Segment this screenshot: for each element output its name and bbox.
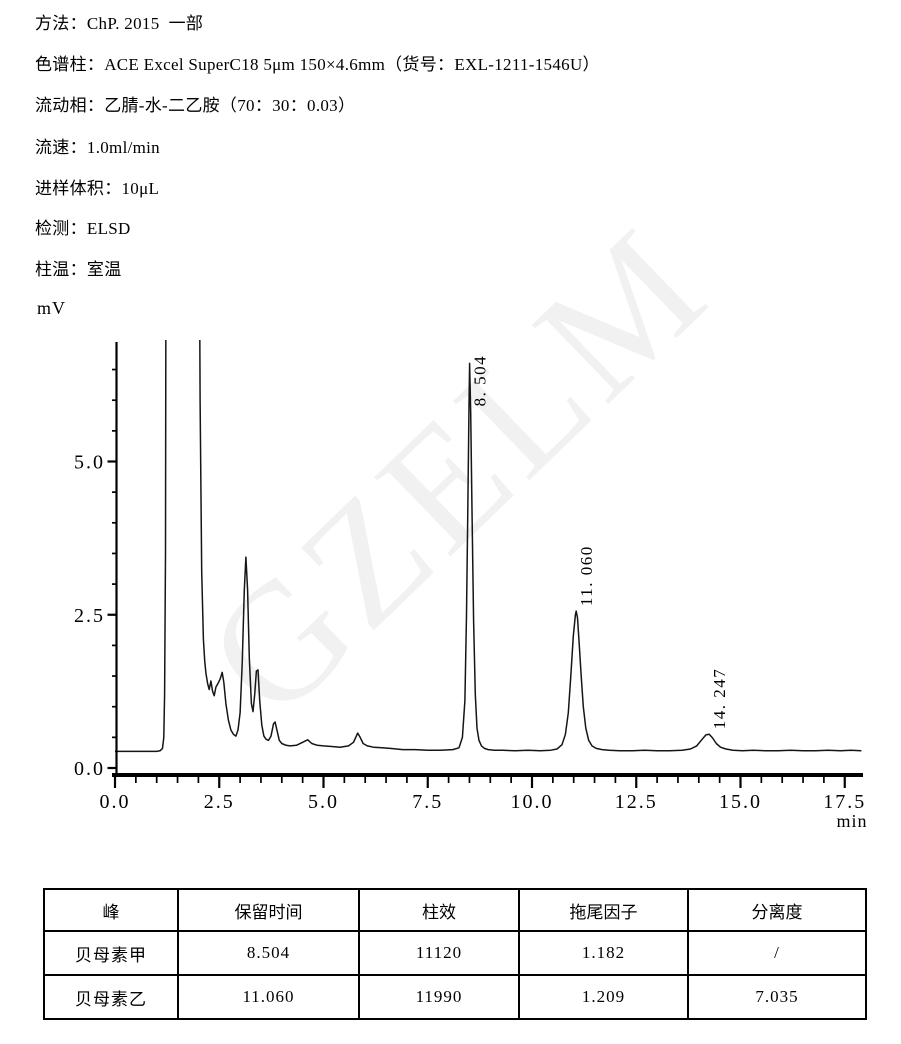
cell-tailing-factor: 1.209 (518, 974, 689, 1020)
method-line-column: 色谱柱：ACE Excel SuperC18 5μm 150×4.6mm（货号：… (35, 55, 600, 74)
method-line-injection-vol: 进样体积：10μL (35, 179, 160, 198)
cell-resolution: 7.035 (687, 974, 867, 1020)
col-header-peak: 峰 (43, 888, 179, 932)
chromatogram-chart: 0.0 2.5 5.0 0.0 2.5 5.0 7.5 10.0 12.5 15.0 17.5 mV m… (37, 298, 867, 831)
cell-column-efficiency: 11990 (358, 974, 520, 1020)
cell-retention-time: 8.504 (177, 930, 360, 976)
method-line-method: 方法：ChP. 2015 一部 (35, 14, 204, 33)
x-tick-label: 12.5 (615, 791, 658, 813)
x-tick-label: 15.0 (719, 791, 762, 813)
method-line-column-temp: 柱温：室温 (35, 260, 122, 279)
method-line-detector: 检测：ELSD (35, 219, 131, 238)
col-header-resolution: 分离度 (687, 888, 867, 932)
y-tick-label: 0.0 (74, 758, 105, 780)
cell-retention-time: 11.060 (177, 974, 360, 1020)
peak-results-table: 峰 保留时间 柱效 拖尾因子 分离度 贝母素甲 8.504 11120 1.18… (43, 888, 867, 1020)
method-line-mobile-phase: 流动相：乙腈-水-二乙胺（70：30：0.03） (35, 96, 356, 115)
chromatogram-trace (115, 340, 862, 753)
peak-retention-label: 11. 060 (577, 545, 596, 606)
cell-column-efficiency: 11120 (358, 930, 520, 976)
peak-retention-label: 14. 247 (710, 668, 729, 730)
col-header-column-efficiency: 柱效 (358, 888, 520, 932)
cell-tailing-factor: 1.182 (518, 930, 689, 976)
peak-retention-label: 8. 504 (471, 355, 490, 407)
method-line-flow-rate: 流速：1.0ml/min (35, 138, 160, 157)
col-header-retention-time: 保留时间 (177, 888, 360, 932)
x-tick-label: 17.5 (823, 791, 866, 813)
x-tick-label: 5.0 (308, 791, 339, 813)
cell-peak-name: 贝母素乙 (43, 974, 179, 1020)
col-header-tailing-factor: 拖尾因子 (518, 888, 689, 932)
x-tick-label: 7.5 (412, 791, 443, 813)
x-axis-unit-label: min (836, 811, 867, 831)
table-row: 贝母素乙 11.060 11990 1.209 7.035 (43, 974, 867, 1020)
y-axis-unit-label: mV (37, 298, 66, 318)
table-row: 贝母素甲 8.504 11120 1.182 / (43, 930, 867, 976)
table-header-row: 峰 保留时间 柱效 拖尾因子 分离度 (43, 888, 867, 932)
x-tick-label: 10.0 (511, 791, 554, 813)
cell-peak-name: 贝母素甲 (43, 930, 179, 976)
y-tick-label: 2.5 (74, 605, 105, 627)
x-tick-label: 0.0 (100, 791, 131, 813)
x-tick-label: 2.5 (204, 791, 235, 813)
cell-resolution: / (687, 930, 867, 976)
y-tick-label: 5.0 (74, 452, 105, 474)
